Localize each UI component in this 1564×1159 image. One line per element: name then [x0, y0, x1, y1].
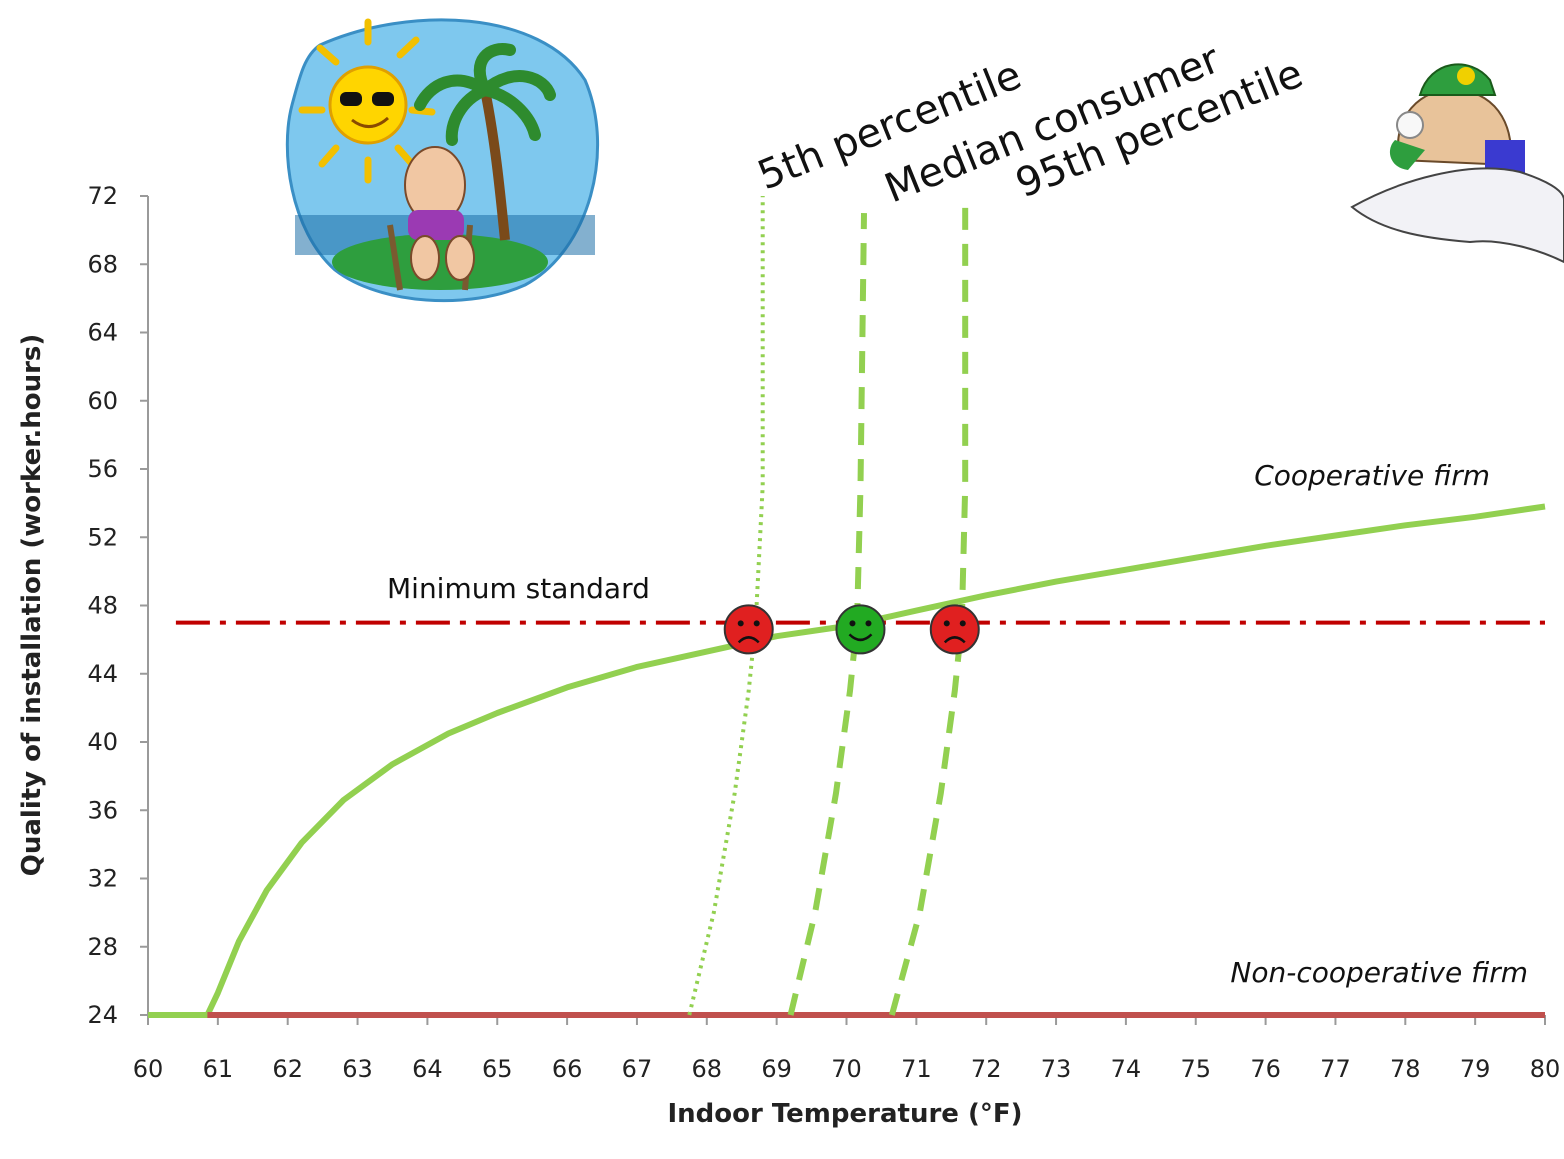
- y-tick-label: 56: [87, 455, 118, 483]
- series-95th-percentile: [889, 196, 969, 1016]
- x-tick-label: 69: [761, 1055, 792, 1083]
- annotation-minimum-standard: Minimum standard: [387, 572, 650, 605]
- x-tick-label: 71: [901, 1055, 932, 1083]
- x-tick-label: 79: [1460, 1055, 1491, 1083]
- x-tick-label: 68: [692, 1055, 723, 1083]
- axes: 24 28 32 36 40 44 48 52 56 60 64 68 72 60 61 62 63 64 65 66…: [87, 182, 1560, 1083]
- y-tick-label: 68: [87, 250, 118, 278]
- face-mouth: [943, 636, 966, 644]
- y-tick-label: 32: [87, 865, 118, 893]
- face-eye: [753, 620, 760, 627]
- y-tick-label: 52: [87, 523, 118, 551]
- x-tick-label: 77: [1320, 1055, 1351, 1083]
- face-circle: [835, 604, 886, 655]
- y-tick-label: 44: [87, 660, 118, 688]
- series-median-consumer: [787, 213, 867, 1016]
- snowball-winter-icon: [1300, 28, 1564, 283]
- y-tick-label: 36: [87, 796, 118, 824]
- x-tick-label: 73: [1041, 1055, 1072, 1083]
- x-tick-label: 61: [203, 1055, 234, 1083]
- face-eye: [849, 620, 856, 627]
- y-tick-label: 72: [87, 182, 118, 210]
- annotation-non-cooperative-firm: Non-cooperative firm: [1230, 956, 1528, 989]
- y-tick-label: 24: [87, 1001, 118, 1029]
- face-eye: [737, 620, 744, 627]
- face-mouth: [848, 633, 873, 642]
- sad-face-icon: [929, 604, 980, 655]
- marker-layer: [723, 604, 980, 655]
- annotation-cooperative-firm: Cooperative firm: [1254, 459, 1490, 492]
- series-5th-percentile: [687, 196, 765, 1016]
- face-eye: [959, 620, 966, 627]
- face-mouth: [737, 636, 760, 644]
- series-layer: [148, 196, 1546, 1018]
- x-tick-label: 74: [1111, 1055, 1142, 1083]
- y-tick-label: 64: [87, 319, 118, 347]
- y-tick-label: 48: [87, 592, 118, 620]
- sad-face-icon: [723, 604, 774, 655]
- x-tick-label: 60: [133, 1055, 164, 1083]
- series-cooperative-firm: [148, 503, 1546, 1018]
- x-axis-title: Indoor Temperature (°F): [668, 1099, 1023, 1129]
- x-tick-label: 63: [342, 1055, 373, 1083]
- x-tick-label: 72: [971, 1055, 1002, 1083]
- x-tick-label: 70: [831, 1055, 862, 1083]
- y-axis-title: Quality of installation (worker.hours): [17, 334, 47, 877]
- x-tick-label: 62: [272, 1055, 303, 1083]
- x-tick-label: 67: [622, 1055, 653, 1083]
- x-tick-label: 80: [1530, 1055, 1561, 1083]
- face-circle: [929, 604, 980, 655]
- x-tick-label: 78: [1390, 1055, 1421, 1083]
- x-tick-label: 76: [1250, 1055, 1281, 1083]
- happy-face-icon: [835, 604, 886, 655]
- face-eye: [865, 620, 872, 627]
- face-circle: [723, 604, 774, 655]
- x-tick-label: 64: [412, 1055, 443, 1083]
- x-tick-label: 66: [552, 1055, 583, 1083]
- y-tick-label: 40: [87, 728, 118, 756]
- y-tick-label: 60: [87, 387, 118, 415]
- x-tick-label: 65: [482, 1055, 513, 1083]
- y-tick-label: 28: [87, 933, 118, 961]
- x-tick-label: 75: [1180, 1055, 1211, 1083]
- face-eye: [943, 620, 950, 627]
- beach-sun-icon: [285, 18, 599, 303]
